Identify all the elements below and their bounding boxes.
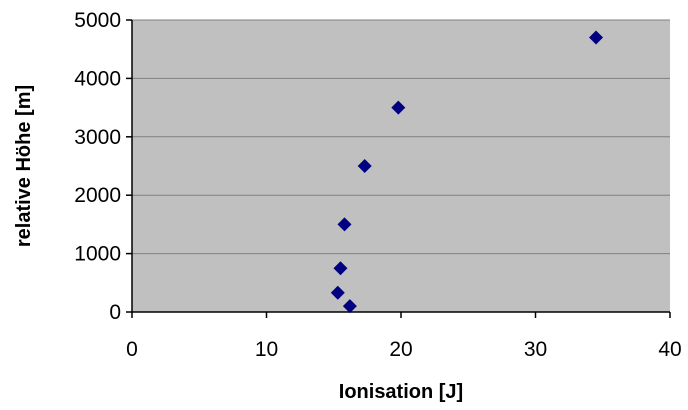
plot-area: [132, 20, 670, 312]
data-point: [342, 299, 357, 314]
x-tick-label: 40: [658, 338, 681, 361]
x-tick-label: 0: [126, 338, 138, 361]
data-points: [330, 30, 604, 314]
x-axis-ticks: 0 10 20 30 40: [126, 312, 682, 361]
y-axis-ticks: 0 1000 2000 3000 4000 5000: [74, 9, 132, 324]
data-point: [333, 261, 348, 276]
y-tick-label: 1000: [74, 243, 121, 266]
gridlines: [132, 19, 670, 255]
y-tick-label: 4000: [74, 67, 121, 90]
y-axis-title: relative Höhe [m]: [13, 85, 35, 247]
data-point: [330, 285, 345, 300]
y-tick-label: 5000: [74, 9, 121, 32]
data-point: [589, 30, 604, 45]
x-tick-label: 10: [255, 338, 278, 361]
data-point: [391, 100, 406, 115]
x-tick-label: 20: [389, 338, 412, 361]
y-tick-label: 2000: [74, 184, 121, 207]
data-point: [357, 159, 372, 173]
x-tick-label: 30: [524, 338, 547, 361]
y-tick-label: 0: [109, 301, 121, 324]
x-axis-title: Ionisation [J]: [339, 381, 463, 403]
y-tick-label: 3000: [74, 126, 121, 149]
data-point: [337, 217, 352, 232]
